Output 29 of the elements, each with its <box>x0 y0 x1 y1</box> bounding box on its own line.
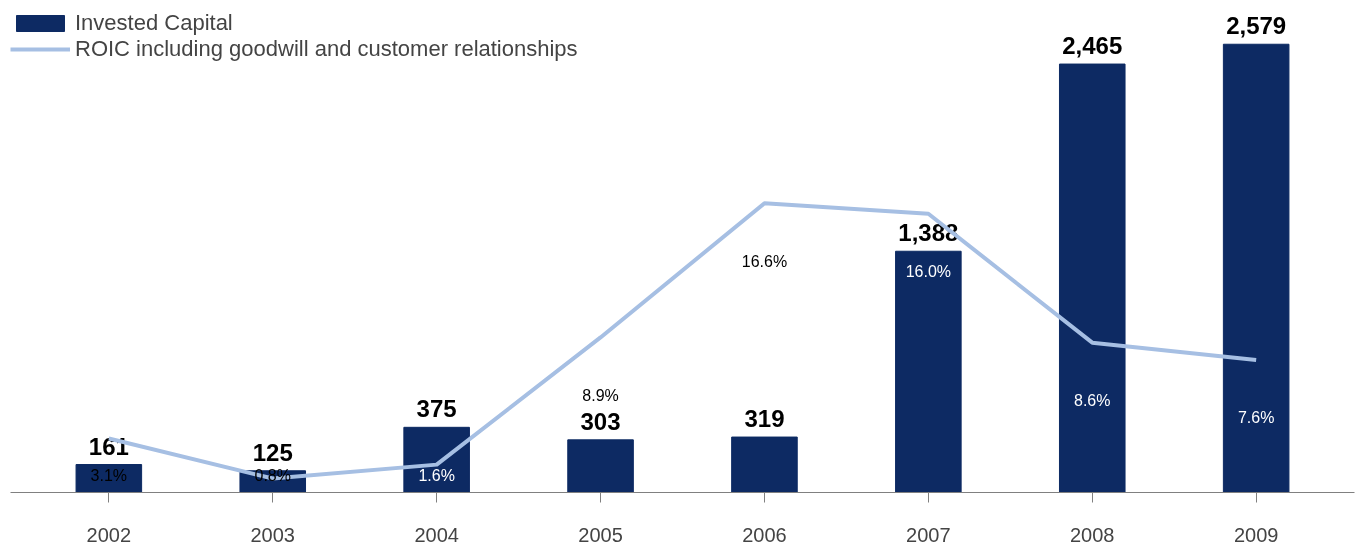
x-tick-label: 2003 <box>250 523 295 544</box>
data-label: 2,579 <box>1226 12 1287 40</box>
legend-label: ROIC including goodwill and customer relationships <box>75 36 578 62</box>
data-label: 0.8% <box>254 467 291 485</box>
x-tick-label: 2009 <box>1233 523 1279 544</box>
data-label: 319 <box>744 405 785 433</box>
data-label: 7.6% <box>1237 409 1275 427</box>
x-tick-label: 2008 <box>1070 523 1115 544</box>
data-label: 8.9% <box>582 386 619 404</box>
legend-label: Invested Capital <box>75 10 233 36</box>
bar <box>1222 43 1290 493</box>
data-label: 303 <box>580 407 621 435</box>
x-tick-label: 2007 <box>906 523 951 544</box>
bar <box>1058 63 1126 493</box>
data-label: 3.1% <box>90 467 128 485</box>
bar <box>567 439 634 493</box>
data-label: 8.6% <box>1074 392 1111 410</box>
data-label: 1.6% <box>418 467 455 485</box>
x-tick-label: 2002 <box>86 523 132 544</box>
data-label: 125 <box>252 438 293 466</box>
x-tick-label: 2006 <box>742 523 787 544</box>
data-label: 2,465 <box>1062 32 1123 60</box>
data-label: 16.0% <box>905 263 952 281</box>
data-label: 16.6% <box>741 252 788 270</box>
bar <box>895 250 962 493</box>
bar <box>731 436 798 493</box>
x-tick-label: 2004 <box>414 523 459 544</box>
x-tick-label: 2005 <box>578 523 623 544</box>
data-label: 375 <box>416 395 457 423</box>
